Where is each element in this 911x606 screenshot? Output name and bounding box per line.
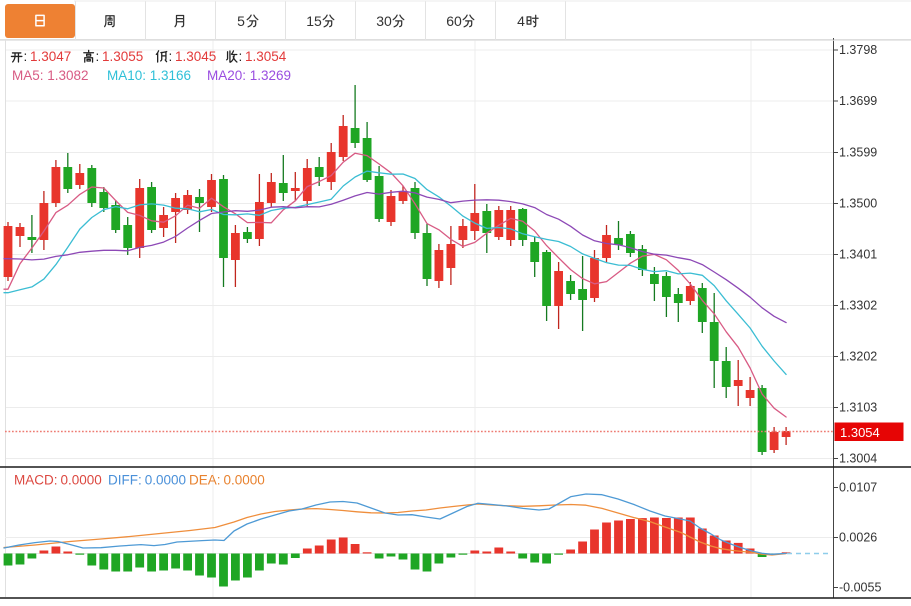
svg-text:4: 4 (517, 13, 525, 29)
svg-text:1.3054: 1.3054 (245, 49, 287, 64)
svg-text::: : (239, 49, 243, 64)
svg-text:-0.0055: -0.0055 (839, 581, 881, 595)
svg-text:DEA:0.0000: DEA: 0.0000 (189, 473, 265, 488)
svg-text:MA10: 1.3166: MA10: 1.3166 (107, 68, 191, 83)
svg-text:1.3055: 1.3055 (102, 49, 143, 64)
svg-text:1.3047: 1.3047 (30, 49, 71, 64)
svg-text:1.3302: 1.3302 (839, 299, 877, 313)
svg-text:1.3500: 1.3500 (839, 197, 877, 211)
svg-text:5: 5 (237, 13, 245, 29)
svg-text:DIFF:0.0000: DIFF: 0.0000 (108, 473, 186, 488)
svg-text:0.0026: 0.0026 (839, 531, 877, 545)
svg-text:0.0107: 0.0107 (839, 481, 877, 495)
svg-text:1.3798: 1.3798 (839, 43, 877, 57)
svg-text:1.3401: 1.3401 (839, 248, 877, 262)
svg-text:60: 60 (446, 13, 462, 29)
svg-text:1.3202: 1.3202 (839, 350, 877, 364)
svg-text:1.3599: 1.3599 (839, 146, 877, 160)
svg-text:MA20: 1.3269: MA20: 1.3269 (207, 68, 291, 83)
svg-text::: : (169, 49, 173, 64)
svg-text:1.3103: 1.3103 (839, 401, 877, 415)
svg-text::: : (96, 49, 100, 64)
svg-text:1.3045: 1.3045 (175, 49, 216, 64)
svg-text:MA5: 1.3082: MA5: 1.3082 (12, 68, 89, 83)
svg-text:1.3699: 1.3699 (839, 94, 877, 108)
svg-text::: : (24, 49, 28, 64)
svg-text:15: 15 (306, 13, 322, 29)
svg-text:1.3004: 1.3004 (839, 452, 877, 466)
svg-text:30: 30 (376, 13, 392, 29)
svg-text:1.3054: 1.3054 (840, 425, 880, 440)
